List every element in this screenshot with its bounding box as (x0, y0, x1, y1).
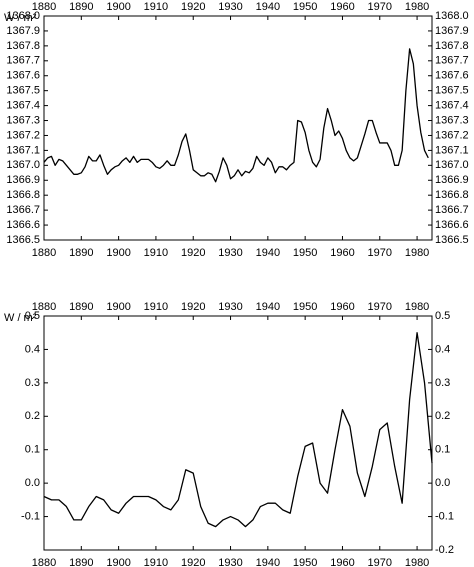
x-tick-label: 1940 (256, 301, 280, 313)
x-tick-label: 1970 (368, 557, 392, 567)
x-tick-label: 1970 (368, 1, 392, 13)
y-tick-label: 1367.5 (6, 85, 40, 97)
x-tick-label: 1890 (69, 301, 93, 313)
x-tick-label: 1950 (293, 247, 317, 259)
y-tick-label: 0.5 (435, 310, 450, 322)
x-tick-label: 1940 (256, 1, 280, 13)
x-tick-label: 1880 (32, 557, 56, 567)
x-tick-label: 1900 (106, 1, 130, 13)
x-tick-label: 1880 (32, 301, 56, 313)
x-tick-label: 1930 (218, 301, 242, 313)
y-tick-label: 1367.8 (435, 40, 469, 52)
data-line (43, 332, 433, 528)
y-tick-label: 1366.9 (435, 174, 469, 186)
x-tick-label: 1910 (144, 301, 168, 313)
x-tick-label: 1950 (293, 1, 317, 13)
y-tick-label: 1367.4 (435, 100, 469, 112)
x-tick-label: 1960 (330, 247, 354, 259)
plot-frame (43, 315, 433, 551)
x-tick-label: 1930 (218, 1, 242, 13)
y-axis-label: W / m² (4, 12, 37, 24)
y-tick-label: 0.3 (25, 377, 40, 389)
y-tick-label: 1367.1 (435, 144, 469, 156)
y-tick-label: 1367.6 (435, 70, 469, 82)
x-tick-label: 1930 (218, 247, 242, 259)
x-tick-label: 1980 (405, 1, 429, 13)
y-tick-label: 1366.5 (435, 234, 469, 246)
y-tick-label: 0.5 (25, 310, 40, 322)
x-tick-label: 1890 (69, 247, 93, 259)
y-tick-label: 1367.9 (435, 25, 469, 37)
x-tick-label: 1970 (368, 301, 392, 313)
y-tick-label: 1366.8 (6, 189, 40, 201)
y-tick-label: 1367.8 (6, 40, 40, 52)
x-tick-label: 1980 (405, 301, 429, 313)
y-tick-label: 1367.5 (435, 85, 469, 97)
y-tick-label: 1368.0 (6, 10, 40, 22)
y-tick-label: 1367.7 (435, 55, 469, 67)
y-tick-label: 1367.2 (6, 129, 40, 141)
x-tick-label: 1880 (32, 247, 56, 259)
x-tick-label: 1980 (405, 557, 429, 567)
y-tick-label: 1367.4 (6, 100, 40, 112)
y-tick-label: -0.2 (435, 544, 454, 556)
y-tick-label: 1367.0 (6, 159, 40, 171)
y-tick-label: 1367.3 (435, 114, 469, 126)
y-tick-label: 1367.9 (6, 25, 40, 37)
y-tick-label: 1366.7 (6, 204, 40, 216)
x-tick-label: 1940 (256, 557, 280, 567)
y-tick-label: 1367.7 (6, 55, 40, 67)
y-tick-label: 1368.0 (435, 10, 469, 22)
x-tick-label: 1960 (330, 301, 354, 313)
y-tick-label: 0.1 (25, 444, 40, 456)
plot-frame (43, 15, 433, 241)
y-tick-label: 1366.6 (6, 219, 40, 231)
y-tick-label: 1366.9 (6, 174, 40, 186)
x-tick-label: 1910 (144, 1, 168, 13)
y-tick-label: 1366.6 (435, 219, 469, 231)
y-tick-label: 1366.8 (435, 189, 469, 201)
y-tick-label: 1367.1 (6, 144, 40, 156)
x-tick-label: 1960 (330, 1, 354, 13)
y-tick-label: 1367.3 (6, 114, 40, 126)
y-tick-label: 0.1 (435, 444, 450, 456)
x-tick-label: 1930 (218, 557, 242, 567)
x-tick-label: 1890 (69, 557, 93, 567)
x-tick-label: 1900 (106, 301, 130, 313)
x-tick-label: 1950 (293, 557, 317, 567)
x-tick-label: 1950 (293, 301, 317, 313)
x-tick-label: 1940 (256, 247, 280, 259)
data-line (43, 48, 429, 183)
y-tick-label: -0.1 (21, 510, 40, 522)
x-tick-label: 1980 (405, 247, 429, 259)
y-tick-label: 0.4 (435, 343, 450, 355)
y-tick-label: 0.2 (435, 410, 450, 422)
x-tick-label: 1910 (144, 557, 168, 567)
y-tick-label: 1366.5 (6, 234, 40, 246)
x-tick-label: 1880 (32, 1, 56, 13)
y-axis-label: W / m² (4, 312, 37, 324)
x-tick-label: 1910 (144, 247, 168, 259)
x-tick-label: 1920 (181, 1, 205, 13)
y-tick-label: 0.2 (25, 410, 40, 422)
y-tick-label: 1367.6 (6, 70, 40, 82)
y-tick-label: 0.3 (435, 377, 450, 389)
y-tick-label: 0.0 (435, 477, 450, 489)
x-tick-label: 1970 (368, 247, 392, 259)
y-tick-label: 0.4 (25, 343, 40, 355)
y-tick-label: 0.0 (25, 477, 40, 489)
x-tick-label: 1900 (106, 557, 130, 567)
x-tick-label: 1960 (330, 557, 354, 567)
y-tick-label: 1367.2 (435, 129, 469, 141)
x-tick-label: 1920 (181, 301, 205, 313)
x-tick-label: 1900 (106, 247, 130, 259)
y-tick-label: -0.1 (435, 510, 454, 522)
x-tick-label: 1890 (69, 1, 93, 13)
x-tick-label: 1920 (181, 247, 205, 259)
x-tick-label: 1920 (181, 557, 205, 567)
y-tick-label: 1367.0 (435, 159, 469, 171)
y-tick-label: 1366.7 (435, 204, 469, 216)
